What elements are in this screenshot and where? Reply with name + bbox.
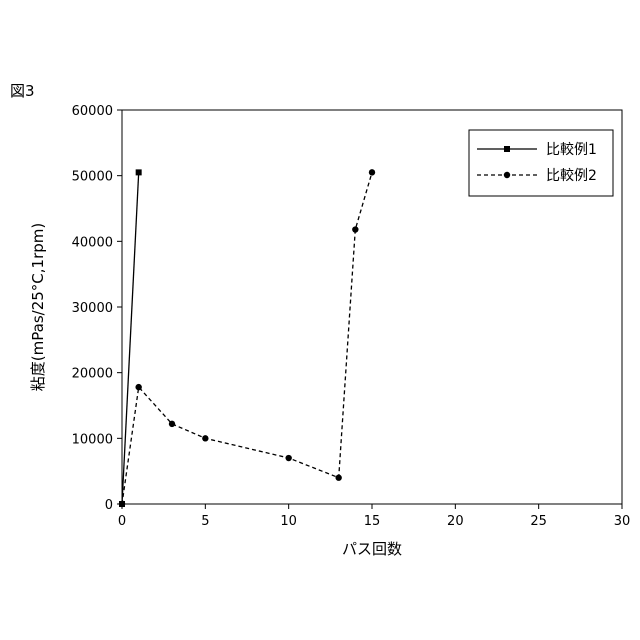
series-layer bbox=[119, 169, 375, 507]
x-tick-label: 30 bbox=[614, 514, 631, 529]
y-axis: 0 10000 20000 30000 40000 50000 60000 bbox=[72, 104, 122, 513]
legend-item-1-marker bbox=[504, 146, 510, 152]
x-tick-label: 10 bbox=[280, 514, 297, 529]
x-tick-label: 0 bbox=[118, 514, 126, 529]
y-tick-label: 40000 bbox=[72, 235, 113, 250]
legend-item-2-label: 比較例2 bbox=[546, 168, 597, 184]
x-tick-label: 20 bbox=[447, 514, 464, 529]
y-tick-label: 10000 bbox=[72, 432, 113, 447]
series-2-point bbox=[169, 421, 175, 427]
series-2-point bbox=[135, 384, 141, 390]
x-axis-title: パス回数 bbox=[342, 540, 402, 558]
y-tick-label: 0 bbox=[105, 498, 113, 513]
y-tick-label: 50000 bbox=[72, 170, 113, 185]
legend-box bbox=[469, 130, 613, 196]
x-tick-label: 25 bbox=[530, 514, 547, 529]
series-2-point bbox=[119, 501, 125, 507]
series-2-point bbox=[369, 169, 375, 175]
series-2-point bbox=[352, 226, 358, 232]
series-2-point bbox=[202, 435, 208, 441]
legend-item-1-label: 比較例1 bbox=[546, 142, 597, 158]
x-tick-label: 15 bbox=[364, 514, 381, 529]
x-axis: 0 5 10 15 20 25 30 bbox=[118, 504, 630, 529]
y-axis-title: 粘度(mPas/25°C,1rpm) bbox=[29, 223, 47, 391]
legend-item-2-marker bbox=[504, 172, 510, 178]
series-1-line bbox=[122, 172, 139, 504]
y-tick-label: 20000 bbox=[72, 367, 113, 382]
y-tick-label: 30000 bbox=[72, 301, 113, 316]
y-tick-label: 60000 bbox=[72, 104, 113, 119]
legend: 比較例1 比較例2 bbox=[469, 130, 613, 196]
series-1-point bbox=[136, 169, 142, 175]
series-2-point bbox=[285, 455, 291, 461]
x-tick-label: 5 bbox=[201, 514, 209, 529]
series-2-line bbox=[122, 172, 372, 504]
series-2-point bbox=[335, 475, 341, 481]
